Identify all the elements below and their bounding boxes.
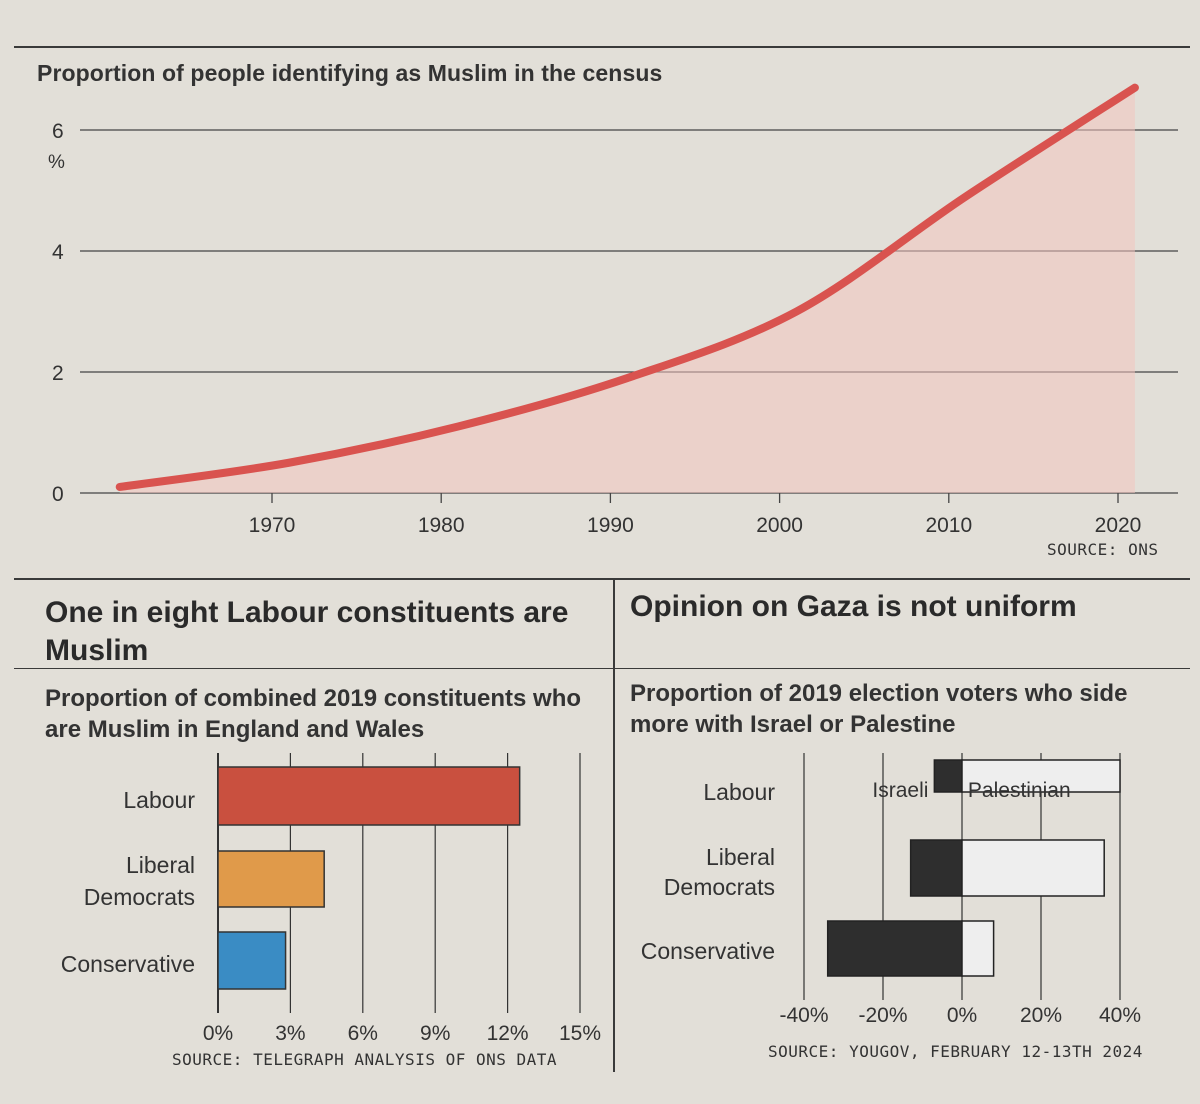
bar-israeli — [909, 839, 963, 897]
section-divider — [14, 578, 1190, 580]
x-tick-label: 2020 — [1095, 514, 1142, 537]
x-tick-label: 2000 — [756, 514, 803, 537]
x-tick-label: 1980 — [418, 514, 465, 537]
category-label: Democrats — [664, 874, 775, 900]
x-tick-label: 6% — [348, 1022, 378, 1045]
x-tick-label: 40% — [1099, 1004, 1141, 1027]
y-axis-unit: % — [48, 152, 65, 173]
x-tick-label: -40% — [779, 1004, 828, 1027]
left-headline: One in eight Labour constituents are Mus… — [45, 596, 569, 667]
right-headline: Opinion on Gaza is not uniform — [630, 590, 1077, 623]
bar-palestinian — [961, 839, 1105, 897]
x-tick-label: 1970 — [249, 514, 296, 537]
y-tick-label: 4 — [52, 241, 64, 264]
y-tick-label: 6 — [52, 120, 64, 143]
x-tick-label: 0% — [947, 1004, 977, 1027]
headline-rule — [14, 668, 1190, 669]
x-tick-label: 12% — [487, 1022, 529, 1045]
gaza-opinion-bar-chart: -40% -20% 0% 20% 40% Labour Liberal Democrats Co… — [641, 753, 1141, 1027]
bar — [217, 766, 521, 826]
left-subtitle: Proportion of combined 2019 constituents… — [45, 685, 582, 743]
census-line-chart: 0 2 4 6% 1970 1980 1990 2000 2010 2020 — [48, 83, 1178, 537]
category-label: Liberal — [706, 844, 775, 870]
y-tick-label: 0 — [52, 483, 64, 506]
right-source: SOURCE: YOUGOV, FEBRUARY 12-13TH 2024 — [768, 1042, 1143, 1061]
series-label-israeli: Israeli — [872, 779, 928, 802]
x-tick-label: 3% — [275, 1022, 305, 1045]
bar — [217, 850, 325, 908]
bar-israeli — [826, 920, 963, 977]
area-fill — [119, 87, 1135, 494]
category-label: Democrats — [84, 884, 195, 910]
x-tick-label: -20% — [858, 1004, 907, 1027]
x-tick-label: 1990 — [587, 514, 634, 537]
x-tick-label: 15% — [559, 1022, 601, 1045]
top-rule — [14, 46, 1190, 48]
census-source: SOURCE: ONS — [1047, 540, 1159, 559]
bar-israeli — [933, 759, 963, 793]
x-tick-label: 20% — [1020, 1004, 1062, 1027]
muslim-constituents-bar-chart: 0% 3% 6% 9% 12% 15% Labour Liberal Democrats Cons… — [61, 753, 601, 1045]
bar — [217, 931, 287, 990]
category-label: Labour — [123, 787, 195, 813]
category-label: Conservative — [641, 938, 775, 964]
x-tick-label: 9% — [420, 1022, 450, 1045]
census-chart-title: Proportion of people identifying as Musl… — [37, 60, 663, 86]
x-tick-label: 0% — [203, 1022, 233, 1045]
bar-palestinian — [961, 920, 995, 977]
bar-palestinian — [961, 759, 1121, 793]
category-label: Conservative — [61, 951, 195, 977]
right-subtitle: Proportion of 2019 election voters who s… — [630, 680, 1128, 738]
series-label-palestinian: Palestinian — [968, 779, 1071, 802]
category-label: Liberal — [126, 852, 195, 878]
x-tick-label: 2010 — [925, 514, 972, 537]
category-label: Labour — [703, 779, 775, 805]
panel-divider — [613, 580, 615, 1072]
left-source: SOURCE: TELEGRAPH ANALYSIS OF ONS DATA — [172, 1050, 558, 1069]
y-tick-label: 2 — [52, 362, 64, 385]
